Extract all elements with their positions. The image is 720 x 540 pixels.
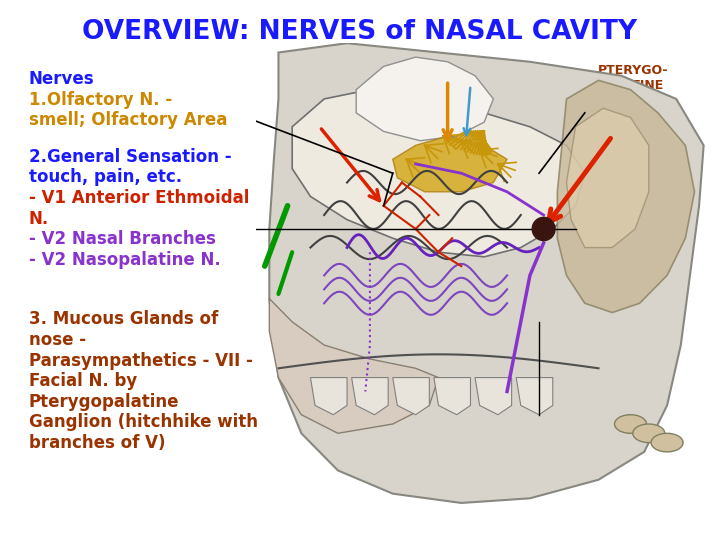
- Circle shape: [532, 217, 555, 241]
- Text: N.: N.: [29, 210, 49, 227]
- Text: Parasympathetics - VII -: Parasympathetics - VII -: [29, 352, 253, 369]
- Polygon shape: [567, 108, 649, 247]
- Ellipse shape: [614, 415, 647, 433]
- Text: - V2 Nasal Branches: - V2 Nasal Branches: [29, 230, 216, 248]
- Text: nose -: nose -: [29, 331, 86, 349]
- Text: Pterygopalatine: Pterygopalatine: [29, 393, 179, 410]
- Ellipse shape: [651, 433, 683, 452]
- Polygon shape: [516, 377, 553, 415]
- Text: ANT.
ETHMOIDAL
N.: ANT. ETHMOIDAL N.: [283, 124, 366, 167]
- Polygon shape: [557, 80, 695, 313]
- Text: - V1 Anterior Ethmoidal: - V1 Anterior Ethmoidal: [29, 189, 249, 207]
- Text: Facial N. by: Facial N. by: [29, 372, 137, 390]
- Text: smell; Olfactory Area: smell; Olfactory Area: [29, 111, 228, 129]
- Text: OVERVIEW: NERVES of NASAL CAVITY: OVERVIEW: NERVES of NASAL CAVITY: [82, 19, 638, 45]
- Polygon shape: [292, 90, 585, 257]
- Text: NASAL
BR.: NASAL BR.: [518, 113, 565, 141]
- Text: Nerves: Nerves: [29, 70, 94, 88]
- Polygon shape: [393, 136, 507, 192]
- Text: PTERYGO-
PALATINE
GANGLION: PTERYGO- PALATINE GANGLION: [598, 64, 672, 107]
- Text: NASOPALATINE
N.: NASOPALATINE N.: [432, 424, 538, 452]
- Text: 3. Mucous Glands of: 3. Mucous Glands of: [29, 310, 218, 328]
- Polygon shape: [310, 377, 347, 415]
- Polygon shape: [475, 377, 512, 415]
- Text: Ganglion (hitchhike with: Ganglion (hitchhike with: [29, 413, 258, 431]
- Text: 1.Olfactory N. -: 1.Olfactory N. -: [29, 91, 172, 109]
- Polygon shape: [269, 43, 703, 503]
- Polygon shape: [356, 57, 493, 141]
- Polygon shape: [434, 377, 470, 415]
- Polygon shape: [269, 299, 438, 433]
- Text: branches of V): branches of V): [29, 434, 166, 451]
- Text: - V2 Nasopalatine N.: - V2 Nasopalatine N.: [29, 251, 220, 268]
- Text: OLFACTORY N.: OLFACTORY N.: [418, 64, 519, 77]
- Text: touch, pain, etc.: touch, pain, etc.: [29, 168, 182, 186]
- Polygon shape: [393, 377, 429, 415]
- Ellipse shape: [633, 424, 665, 443]
- Polygon shape: [351, 377, 388, 415]
- Text: 2.General Sensation -: 2.General Sensation -: [29, 148, 231, 166]
